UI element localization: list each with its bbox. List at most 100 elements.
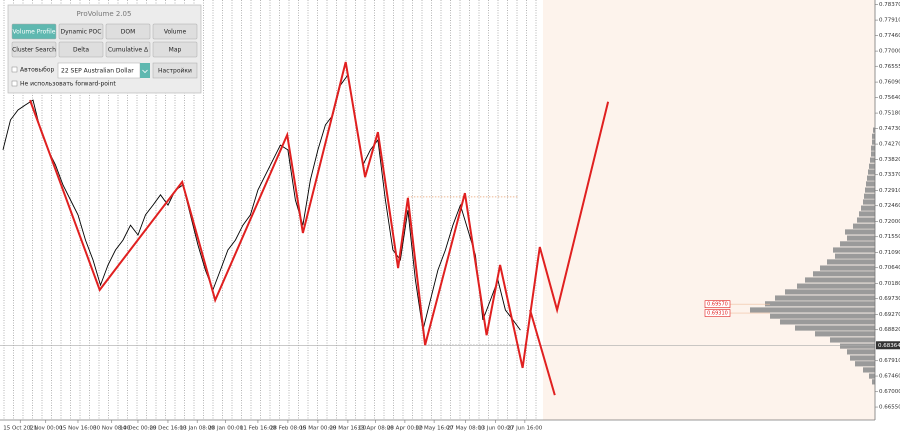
x-tick-label: 15 Mar 00:00 xyxy=(300,426,337,432)
y-tick-label: 0.76090 xyxy=(879,80,900,86)
volume-bar xyxy=(820,265,875,271)
x-tick-label: 29 Dec 16:00 xyxy=(149,426,186,432)
volume-bar xyxy=(866,181,875,187)
volume-bar xyxy=(833,247,875,253)
y-tick-label: 0.67460 xyxy=(879,374,900,380)
volume-bar xyxy=(867,175,875,181)
checkbox[interactable] xyxy=(11,80,18,87)
x-tick-label: 28 Jan 00:00 xyxy=(208,426,243,432)
x-tick-label: 28 Apr 00:00 xyxy=(387,426,423,432)
tool-button-label: Delta xyxy=(73,47,89,54)
volume-bar xyxy=(870,157,875,163)
tool-button[interactable] xyxy=(152,41,198,58)
volume-bar xyxy=(868,169,875,175)
checkbox[interactable] xyxy=(11,66,18,73)
volume-bar xyxy=(869,373,875,379)
y-tick-label: 0.78370 xyxy=(879,2,900,8)
price-label-box xyxy=(704,300,731,308)
x-tick-label: 11 Feb 16:00 xyxy=(240,426,277,432)
y-tick-label: 0.70180 xyxy=(879,281,900,287)
volume-bar xyxy=(750,307,875,313)
price-label: 0.69310 xyxy=(707,311,728,317)
x-tick-label: 14 Dec 00:00 xyxy=(119,426,156,432)
instrument: 22 SEP Australian Dollar xyxy=(61,68,134,75)
volume-bar xyxy=(865,187,875,193)
volume-bar xyxy=(861,205,875,211)
volume-bar xyxy=(873,127,875,133)
y-tick-label: 0.76555 xyxy=(879,64,900,70)
select-arrow[interactable] xyxy=(140,63,150,78)
zigzag-line xyxy=(29,61,610,369)
volume-bar xyxy=(835,253,875,259)
price-label-box xyxy=(704,309,731,317)
volume-bar xyxy=(770,313,875,319)
volume-bar xyxy=(855,361,875,367)
y-tick-label: 0.74730 xyxy=(879,126,900,132)
settings-label: Настройки xyxy=(158,68,192,75)
price-label: 0.69570 xyxy=(707,302,728,308)
arrow-icon xyxy=(142,69,148,74)
x-tick-label: 28 Feb 08:00 xyxy=(270,426,307,432)
x-tick-label: 29 Mar 16:00 xyxy=(330,426,367,432)
x-tick-label: 15 Nov 16:00 xyxy=(59,426,97,432)
y-tick-label: 0.73370 xyxy=(879,172,900,178)
y-tick-label: 0.67000 xyxy=(879,389,900,395)
tool-button-label: Dynamic POC xyxy=(61,29,102,36)
y-tick-label: 0.74270 xyxy=(879,142,900,148)
tool-button[interactable] xyxy=(58,41,104,58)
volume-bar xyxy=(813,271,875,277)
y-tick-label: 0.72000 xyxy=(879,219,900,225)
volume-bar xyxy=(847,235,875,241)
future-area xyxy=(543,0,875,420)
volume-bar xyxy=(872,133,875,139)
settings-button[interactable] xyxy=(152,62,198,79)
x-tick-label: 13 Jun 00:00 xyxy=(478,426,513,432)
y-tick-label: 0.68820 xyxy=(879,327,900,333)
tool-button[interactable] xyxy=(11,41,57,58)
y-tick-label: 0.75640 xyxy=(879,95,900,101)
x-tick-label: 15 Oct 2021 xyxy=(3,426,37,432)
volume-bar xyxy=(863,367,875,373)
y-tick-label: 0.75180 xyxy=(879,111,900,117)
volume-bar xyxy=(840,343,875,349)
panel-title: ProVolume 2.05 xyxy=(77,10,132,18)
y-tick-label: 0.69730 xyxy=(879,296,900,302)
x-tick-label: 30 Nov 08:00 xyxy=(93,426,131,432)
tool-button[interactable] xyxy=(11,23,57,40)
tool-button[interactable] xyxy=(105,23,151,40)
y-tick-label: 0.72910 xyxy=(879,188,900,194)
y-tick-label: 0.77910 xyxy=(879,18,900,24)
tool-button-label: DOM xyxy=(121,29,136,36)
tool-button[interactable] xyxy=(58,23,104,40)
volume-bar xyxy=(847,349,875,355)
last-price-label: 0.68364 xyxy=(878,343,900,349)
volume-bar xyxy=(871,151,875,157)
volume-bar xyxy=(765,301,875,307)
volume-bar xyxy=(850,355,875,361)
tool-button[interactable] xyxy=(152,23,198,40)
volume-bar xyxy=(827,259,875,265)
forward-label: Не использовать forward-point xyxy=(20,81,116,88)
volume-bar xyxy=(845,229,875,235)
x-tick-label: 27 Jun 16:00 xyxy=(507,426,542,432)
x-tick-label: 12 May 16:00 xyxy=(415,426,453,432)
y-tick-label: 0.70640 xyxy=(879,265,900,271)
y-tick-label: 0.66550 xyxy=(879,405,900,411)
projection-line xyxy=(529,309,556,396)
x-tick-label: 1 Nov 00:00 xyxy=(29,426,63,432)
auto-label: Автовыбор xyxy=(20,67,54,74)
price-line xyxy=(2,73,521,331)
volume-bar xyxy=(863,199,875,205)
volume-bar xyxy=(859,211,875,217)
tool-button[interactable] xyxy=(105,41,151,58)
x-tick-label: 13 Jan 08:00 xyxy=(180,426,215,432)
y-tick-label: 0.67910 xyxy=(879,358,900,364)
provolume-panel: ProVolume 2.05 Volume Profile Dynamic POC… xyxy=(7,4,202,94)
tool-button-label: Volume Profile xyxy=(13,29,56,36)
volume-bar xyxy=(775,295,875,301)
x-tick-label: 13 Apr 08:00 xyxy=(358,426,394,432)
volume-bar xyxy=(872,139,875,145)
y-tick-label: 0.71090 xyxy=(879,250,900,256)
volume-bar xyxy=(805,277,875,283)
